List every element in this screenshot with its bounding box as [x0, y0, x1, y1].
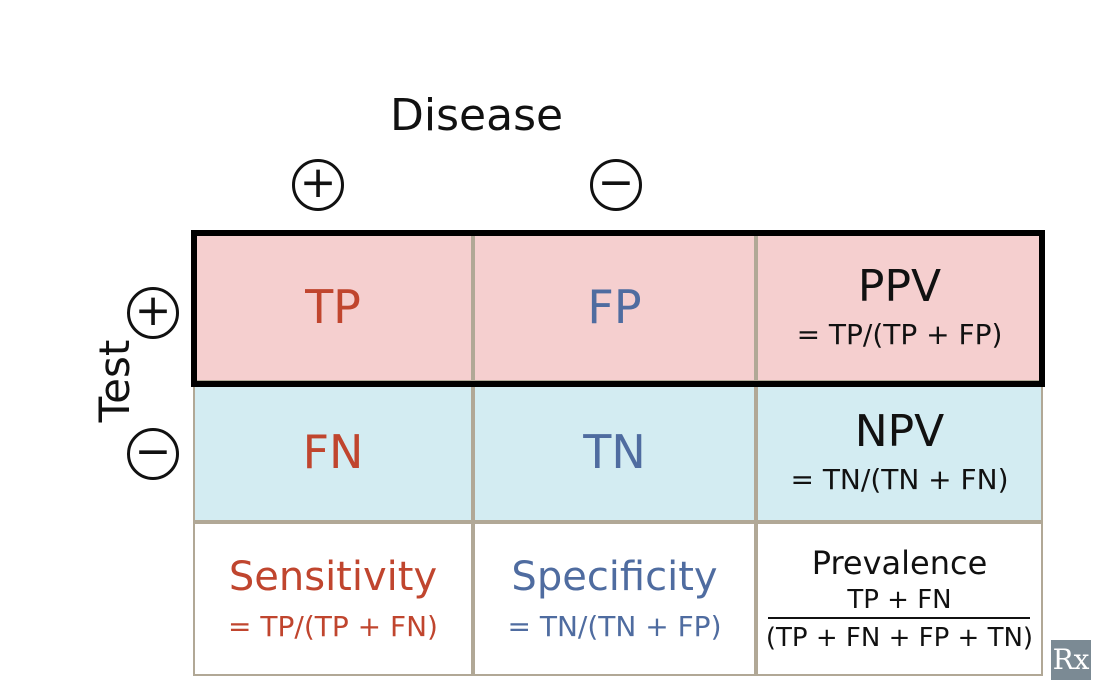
cell-false-negative: FN: [193, 382, 473, 522]
test-title: Test: [90, 339, 139, 423]
plus-icon: +: [134, 285, 172, 336]
specificity-formula: = TN/(TN + FP): [507, 610, 722, 643]
cell-ppv: PPV = TP/(TP + FP): [756, 232, 1043, 382]
disease-title: Disease: [390, 90, 564, 141]
test-positive-symbol: +: [127, 287, 179, 339]
sensitivity-name: Sensitivity: [228, 554, 438, 600]
minus-icon: −: [597, 157, 635, 208]
specificity-name: Specificity: [511, 554, 718, 600]
positive-test-row-highlight: [191, 230, 1045, 387]
npv-name: NPV: [854, 406, 945, 457]
sensitivity-formula: = TP/(TP + FN): [228, 610, 438, 643]
false-positive-label: FP: [587, 280, 642, 334]
prevalence-numerator: TP + FN: [768, 587, 1031, 619]
prevalence-name: Prevalence: [811, 544, 988, 582]
cell-specificity: Specificity = TN/(TN + FP): [473, 522, 756, 676]
false-negative-label: FN: [302, 425, 364, 479]
true-positive-label: TP: [305, 280, 361, 334]
test-negative-symbol: −: [127, 428, 179, 480]
cell-npv: NPV = TN/(TN + FN): [756, 382, 1043, 522]
cell-true-negative: TN: [473, 382, 756, 522]
plus-icon: +: [299, 157, 337, 208]
confusion-matrix: TP FP PPV = TP/(TP + FP) FN TN NPV = TN/…: [193, 232, 1043, 676]
cell-sensitivity: Sensitivity = TP/(TP + FN): [193, 522, 473, 676]
true-negative-label: TN: [583, 425, 646, 479]
npv-formula: = TN/(TN + FN): [790, 463, 1009, 496]
cell-prevalence: Prevalence TP + FN (TP + FN + FP + TN): [756, 522, 1043, 676]
disease-positive-symbol: +: [292, 159, 344, 211]
prevalence-denominator: (TP + FN + FP + TN): [765, 623, 1034, 653]
rx-logo: Rx: [1051, 640, 1091, 680]
minus-icon: −: [134, 426, 172, 477]
ppv-formula: = TP/(TP + FP): [796, 318, 1003, 351]
prevalence-fraction: TP + FN (TP + FN + FP + TN): [766, 587, 1033, 651]
ppv-name: PPV: [857, 261, 942, 312]
cell-true-positive: TP: [193, 232, 473, 382]
disease-negative-symbol: −: [590, 159, 642, 211]
